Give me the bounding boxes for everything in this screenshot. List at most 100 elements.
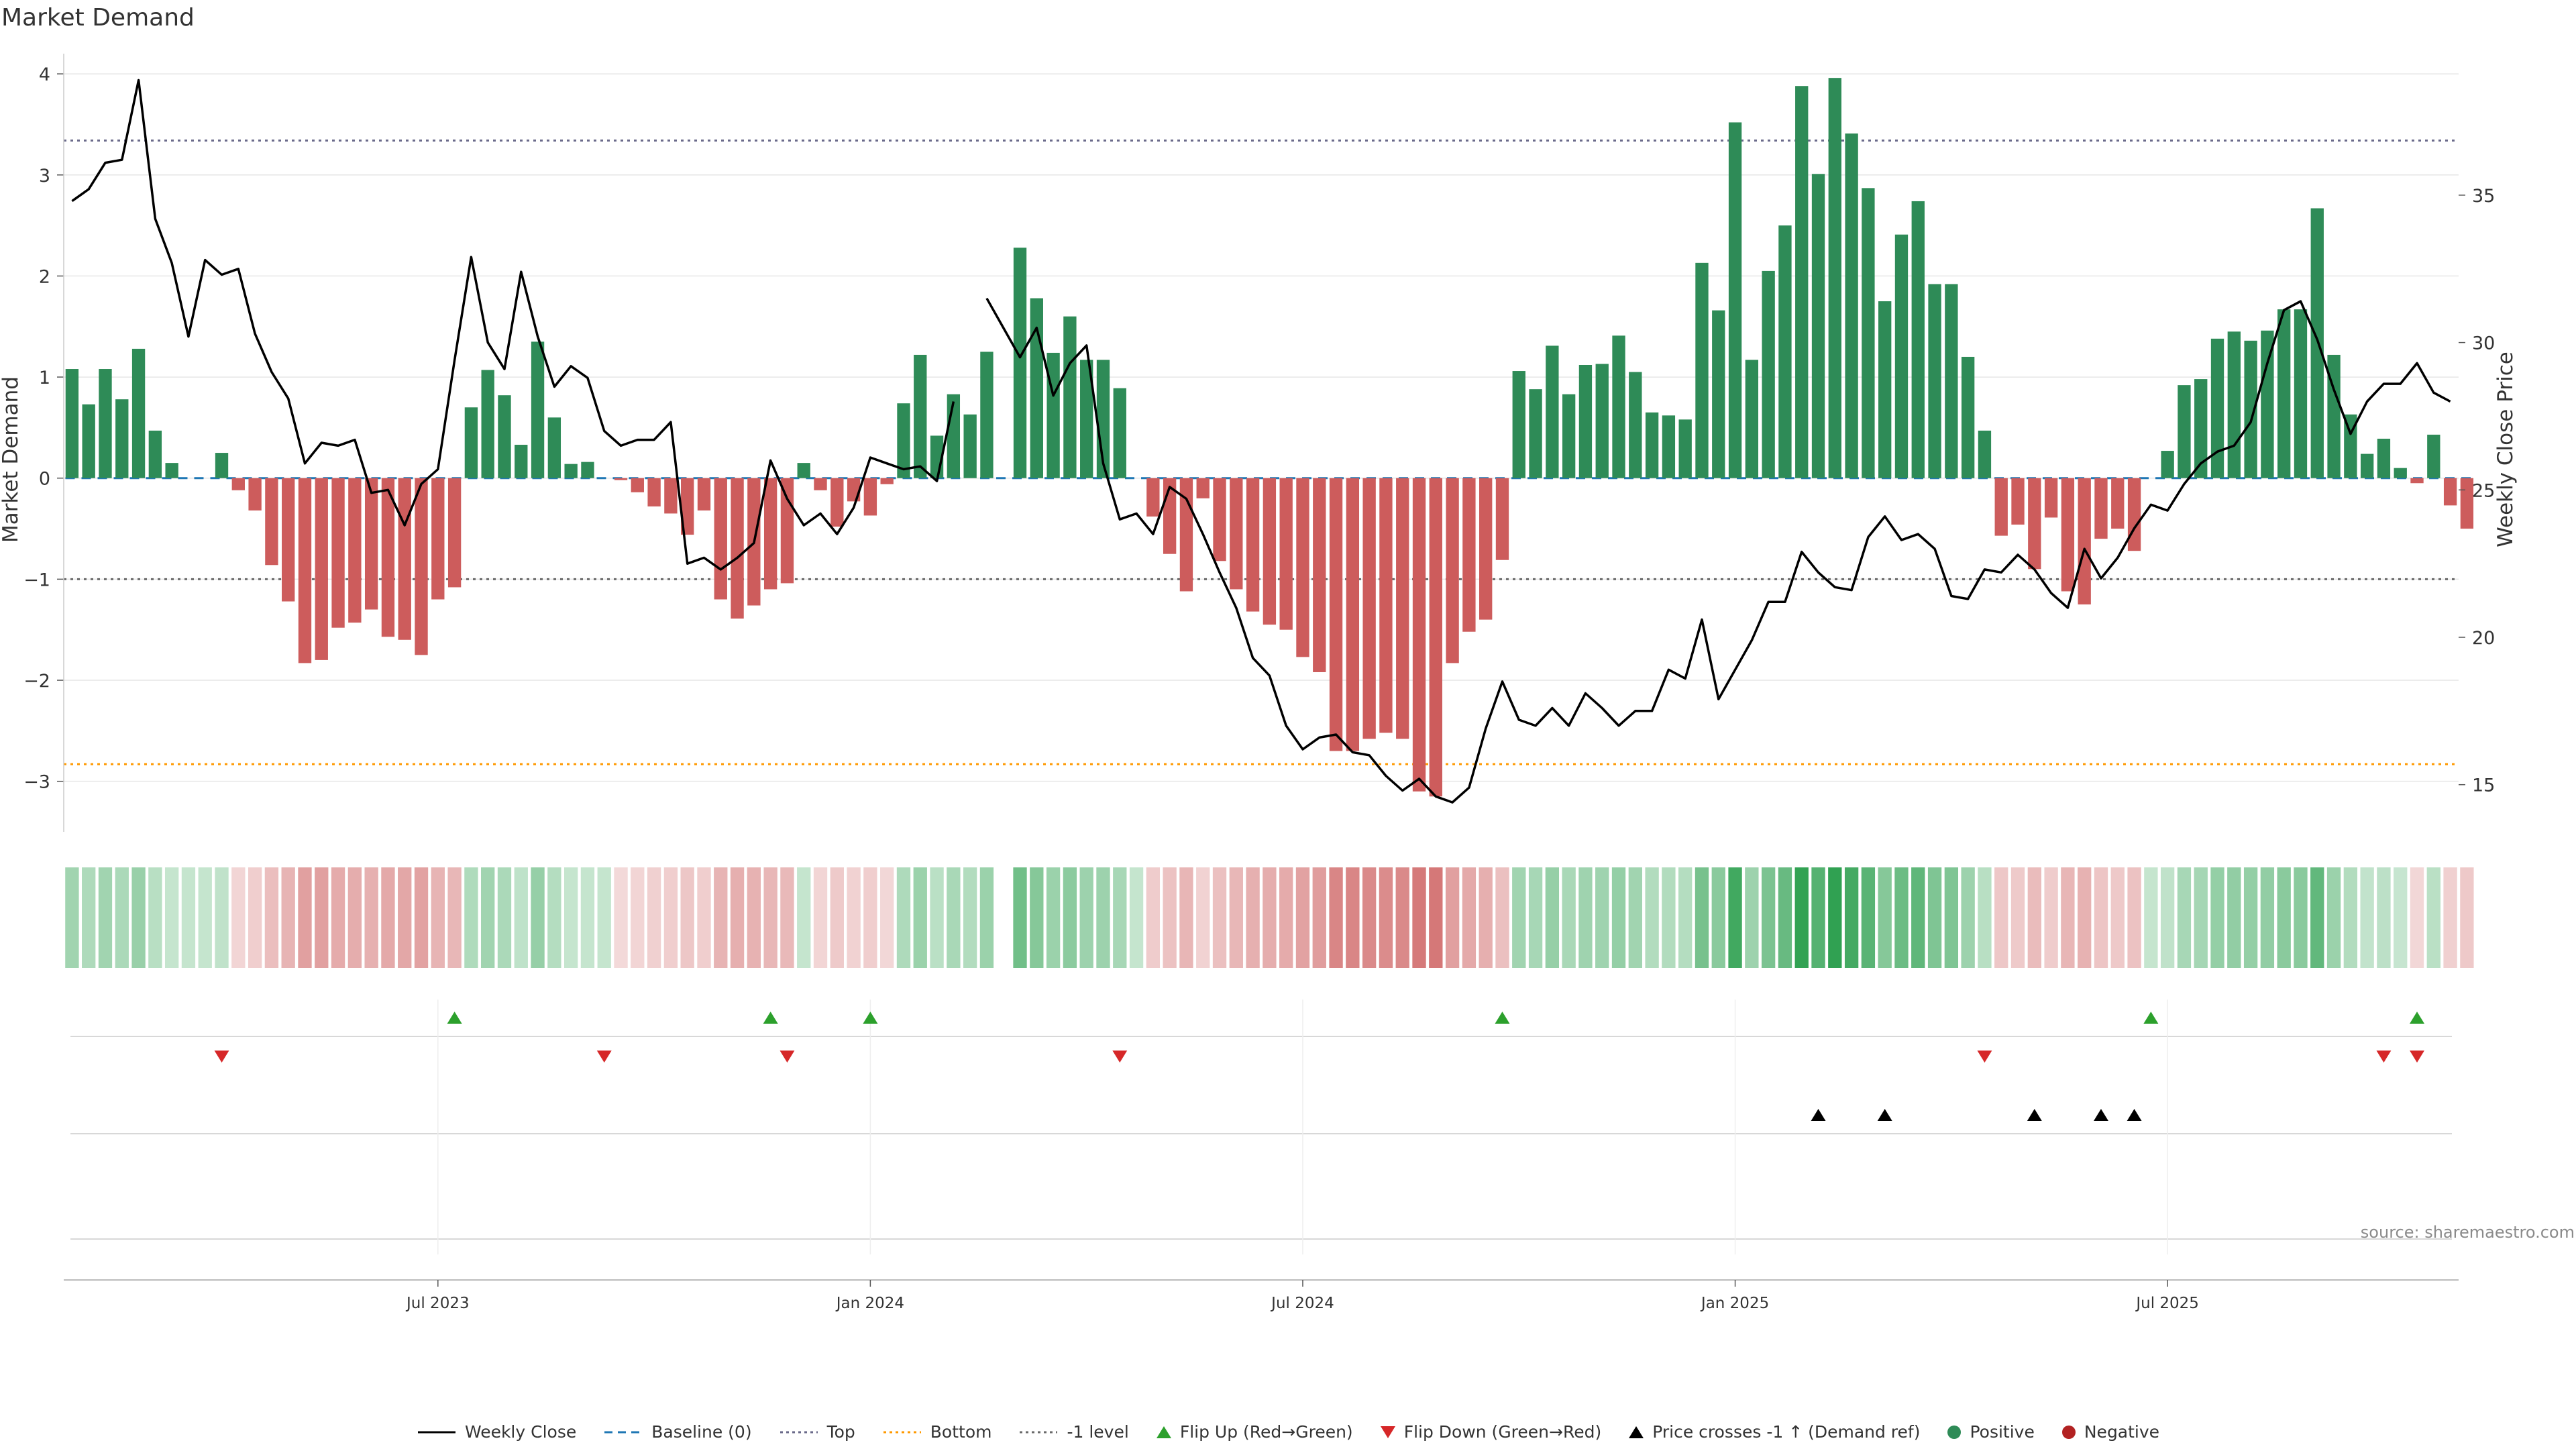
heat-cell (1711, 867, 1725, 968)
legend: Weekly Close Baseline (0) Top Bottom -1 leve… (0, 1422, 2576, 1442)
demand-bar (1030, 298, 1043, 478)
demand-bar (2327, 354, 2341, 478)
heat-cell (1479, 867, 1493, 968)
heat-cell (631, 867, 645, 968)
weekly-close-path (71, 78, 2451, 804)
flip-markers (70, 1000, 2452, 1254)
demand-bar (1063, 316, 1077, 478)
demand-bar (2427, 434, 2440, 478)
demand-bar (2377, 438, 2391, 478)
x-tick-label: Jan 2025 (1700, 1295, 1769, 1312)
demand-bar (2011, 478, 2025, 525)
legend-item: -1 level (1018, 1422, 1129, 1442)
heat-cell (2310, 867, 2324, 968)
demand-bar (99, 369, 112, 478)
heat-cell (1844, 867, 1859, 968)
heat-cell (98, 867, 113, 968)
demand-bar (1230, 478, 1243, 590)
demand-bar (1678, 419, 1692, 478)
legend-swatch (780, 1431, 818, 1433)
flip-up-marker (763, 1012, 778, 1024)
legend-swatch (1947, 1425, 1962, 1439)
heat-cell (381, 867, 395, 968)
legend-item: Baseline (0) (603, 1422, 752, 1442)
heat-cell (1894, 867, 1909, 968)
heat-cell (414, 867, 429, 968)
heat-cell (2294, 867, 2308, 968)
heat-cell (181, 867, 196, 968)
demand-bar (2178, 385, 2191, 478)
demand-bar (1246, 478, 1260, 612)
legend-item: Bottom (882, 1422, 992, 1442)
demand-bar (131, 348, 146, 478)
heat-cell (398, 867, 412, 968)
price-cross-marker (1877, 1109, 1892, 1121)
flip-up-marker (447, 1012, 462, 1024)
demand-bar (331, 478, 345, 628)
heat-cell (1528, 867, 1543, 968)
y2-tick-label: 20 (2472, 628, 2495, 649)
heat-cell (1146, 867, 1161, 968)
heat-cell (2377, 867, 2391, 968)
heat-cell (2326, 867, 2341, 968)
heat-cell (2110, 867, 2125, 968)
demand-bar (1263, 478, 1277, 625)
demand-bar (2277, 309, 2291, 478)
legend-swatch (883, 1431, 921, 1433)
demand-bar (2443, 478, 2457, 506)
legend-swatch (604, 1431, 643, 1433)
demand-bar (1978, 430, 1992, 478)
demand-bar (2410, 478, 2424, 484)
heat-cell (963, 867, 977, 968)
y-axis-label: Market Demand (0, 376, 23, 543)
legend-label: Bottom (930, 1422, 992, 1442)
heat-cell (979, 867, 994, 968)
heat-cell (1179, 867, 1193, 968)
demand-bar (2061, 478, 2075, 592)
heat-cell (431, 867, 445, 968)
demand-bar (481, 370, 494, 478)
legend-item: Weekly Close (417, 1422, 576, 1442)
heat-cell (447, 867, 462, 968)
heat-cell (2460, 867, 2474, 968)
heat-cell (1263, 867, 1277, 968)
demand-bar (1213, 478, 1226, 561)
demand-bar (1928, 284, 1941, 478)
heat-cell (2343, 867, 2358, 968)
demand-bar (1612, 335, 1625, 478)
legend-label: Negative (2084, 1422, 2160, 1442)
demand-bar (1878, 301, 1892, 478)
flip-up-marker (2143, 1012, 2159, 1024)
heat-cell (1079, 867, 1093, 968)
heat-cell (1562, 867, 1576, 968)
legend-label: Baseline (0) (651, 1422, 752, 1442)
heat-cell (930, 867, 944, 968)
flip-down-marker (214, 1051, 229, 1063)
heat-cell (1445, 867, 1460, 968)
heat-cell (1212, 867, 1227, 968)
heat-cell (880, 867, 894, 968)
heat-cell (1129, 867, 1144, 968)
demand-bar (1994, 478, 2008, 536)
heat-cell (1611, 867, 1626, 968)
y2-tick-label: 35 (2472, 186, 2495, 207)
heat-cell (464, 867, 478, 968)
legend-label: Positive (1970, 1422, 2035, 1442)
heat-cell (2094, 867, 2108, 968)
x-tick-label: Jan 2024 (835, 1295, 904, 1312)
demand-bar (282, 478, 295, 602)
heat-cell (2127, 867, 2141, 968)
demand-bar (431, 478, 445, 600)
demand-bar (664, 478, 678, 514)
demand-bar (447, 478, 462, 588)
heat-cell (2227, 867, 2241, 968)
heat-cell (1030, 867, 1044, 968)
heat-cell (1163, 867, 1177, 968)
demand-bar (364, 478, 378, 610)
gridlines (64, 73, 2459, 782)
demand-bar (1362, 478, 1376, 739)
demand-bar (515, 445, 528, 478)
heat-cell (164, 867, 179, 968)
y-tick-label: 0 (39, 469, 50, 490)
